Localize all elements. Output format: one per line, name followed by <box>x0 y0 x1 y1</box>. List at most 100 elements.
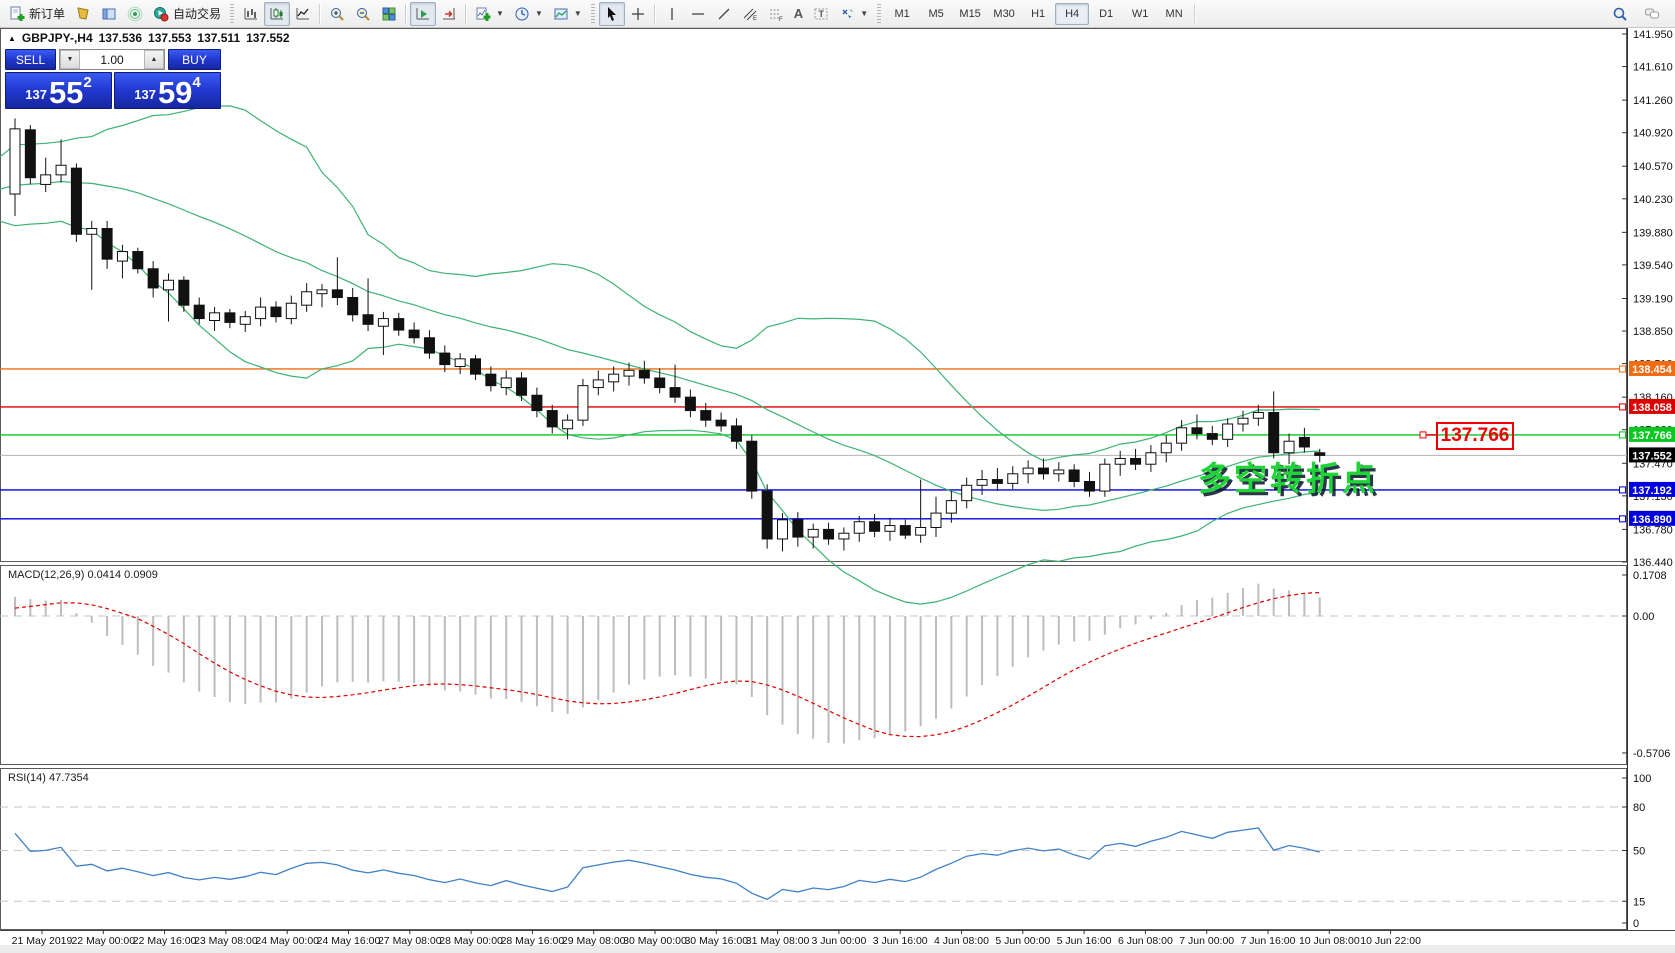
navigator-button[interactable] <box>96 2 122 26</box>
arrows-tool-button[interactable]: ▼ <box>834 2 873 26</box>
turning-point-note[interactable]: 多空转折点 <box>1198 460 1378 497</box>
crosshair-button[interactable] <box>625 2 651 26</box>
autotrade-button[interactable]: 自动交易 <box>148 2 226 26</box>
candle <box>777 519 788 540</box>
line-chart-button[interactable] <box>290 2 316 26</box>
sell-price-button[interactable]: 137 55 2 <box>5 72 112 109</box>
level-axis-label[interactable]: 137.192 <box>1632 485 1672 497</box>
market-watch-button[interactable] <box>70 2 96 26</box>
signal-button[interactable] <box>122 2 148 26</box>
level-axis-label-bg[interactable] <box>1629 398 1675 414</box>
toolbar-grip[interactable] <box>877 3 882 24</box>
vertical-line-button[interactable] <box>659 2 685 26</box>
toolbar-grip[interactable] <box>590 3 595 24</box>
auto-scroll-button[interactable] <box>410 1 437 26</box>
time-tick-label: 24 May 16:00 <box>317 935 381 947</box>
candle <box>746 440 758 492</box>
pane-borders <box>0 28 1675 953</box>
templates-button[interactable]: ▼ <box>548 2 587 26</box>
ohlc-low: 137.511 <box>197 31 241 45</box>
new-order-label: 新订单 <box>29 7 66 21</box>
level-axis-label-bg[interactable] <box>1629 510 1675 526</box>
horizontal-line-button[interactable] <box>685 2 711 26</box>
zoom-in-button[interactable] <box>324 2 350 26</box>
candle <box>546 410 558 428</box>
text-tool-button[interactable]: A <box>789 2 808 26</box>
candle <box>9 128 21 195</box>
new-order-button[interactable]: 新订单 <box>4 2 70 26</box>
level-axis-label-bg[interactable] <box>1629 426 1675 442</box>
candle <box>761 490 773 540</box>
candle <box>255 306 267 320</box>
price-tag-handle[interactable] <box>1419 431 1427 439</box>
price-tick-label: 136.440 <box>1633 557 1673 569</box>
time-tick-label: 5 Jun 16:00 <box>1057 935 1112 947</box>
zoom-out-button[interactable] <box>350 2 376 26</box>
candle <box>470 358 481 375</box>
buy-price-button[interactable]: 137 59 4 <box>114 72 221 109</box>
level-line-handle[interactable] <box>1619 486 1626 494</box>
level-line-handle[interactable] <box>1619 365 1626 373</box>
price-tick-label: 141.260 <box>1633 95 1673 107</box>
chart-shift-button[interactable] <box>436 2 462 26</box>
candle <box>239 316 251 325</box>
volume-increase-button[interactable]: ▲ <box>144 50 164 69</box>
cursor-button[interactable] <box>598 1 625 26</box>
candlestick-chart-button[interactable] <box>264 1 291 26</box>
level-line-handle[interactable] <box>1619 431 1626 439</box>
sell-button[interactable]: SELL <box>5 49 56 70</box>
channel-button[interactable]: E <box>737 2 763 26</box>
level-axis-label[interactable]: 137.766 <box>1632 430 1672 442</box>
timeframe-d1-button[interactable]: D1 <box>1099 7 1114 20</box>
volume-control: ▼ 1.00 ▲ <box>59 49 165 70</box>
time-tick-label: 30 May 16:00 <box>684 935 748 947</box>
candle <box>301 291 313 306</box>
indicators-button[interactable]: ▼ <box>470 2 509 26</box>
price-tick-label: 138.850 <box>1633 326 1673 338</box>
candle <box>1114 457 1126 465</box>
price-tick-label: 139.190 <box>1633 293 1673 305</box>
level-line-handle[interactable] <box>1619 515 1626 523</box>
level-axis-label[interactable]: 138.058 <box>1632 402 1672 414</box>
buy-price-sup: 4 <box>192 74 201 91</box>
buy-button[interactable]: BUY <box>168 49 221 70</box>
fibonacci-button[interactable]: F <box>763 2 789 26</box>
timeframe-h1-button[interactable]: H1 <box>1031 7 1046 20</box>
timeframe-m5-button[interactable]: M5 <box>928 7 944 20</box>
timeframe-w1-button[interactable]: W1 <box>1131 7 1149 20</box>
macd-pane-border <box>0 565 1627 765</box>
timeframe-m1-button[interactable]: M1 <box>894 7 910 20</box>
chat-button[interactable] <box>1639 2 1665 26</box>
periods-button[interactable]: ▼ <box>509 2 548 26</box>
trendline-button[interactable] <box>711 2 737 26</box>
candle <box>1130 457 1142 465</box>
level-line-handle[interactable] <box>1619 403 1626 411</box>
level-axis-label[interactable]: 138.454 <box>1632 364 1673 376</box>
volume-decrease-button[interactable]: ▼ <box>60 50 80 69</box>
timeframe-m15-button[interactable]: M15 <box>959 7 981 20</box>
main-pane-border <box>0 28 1627 562</box>
bar-chart-button[interactable] <box>238 2 264 26</box>
tile-windows-button[interactable] <box>376 2 402 26</box>
toolbar-grip[interactable] <box>230 3 235 24</box>
candle <box>608 373 620 383</box>
text-label-button[interactable]: T <box>808 2 834 26</box>
volume-input[interactable]: 1.00 <box>80 50 144 69</box>
search-button[interactable] <box>1607 2 1633 26</box>
timeframe-h4-button[interactable]: H4 <box>1055 2 1090 25</box>
candle <box>592 379 604 389</box>
candle <box>823 528 835 540</box>
level-axis-label-bg[interactable] <box>1629 360 1675 376</box>
chart-canvas[interactable]: 141.950 141.610 141.260 140.920 140.570 140.2… <box>0 28 1675 953</box>
level-axis-label-bg[interactable] <box>1629 481 1675 497</box>
candle <box>1237 417 1249 425</box>
level-axis-label[interactable]: 136.890 <box>1632 514 1672 526</box>
price-annotation-tag[interactable]: 137.766 <box>1436 422 1514 450</box>
timeframe-mn-button[interactable]: MN <box>1165 7 1183 20</box>
price-tick-label: 140.570 <box>1633 161 1673 173</box>
timeframe-m30-button[interactable]: M30 <box>993 7 1015 20</box>
chart-collapse-triangle[interactable]: ▲ <box>8 33 16 43</box>
cursor-icon <box>607 6 616 21</box>
price-level-lines <box>0 365 1627 523</box>
dropdown-caret-icon: ▼ <box>534 9 543 18</box>
